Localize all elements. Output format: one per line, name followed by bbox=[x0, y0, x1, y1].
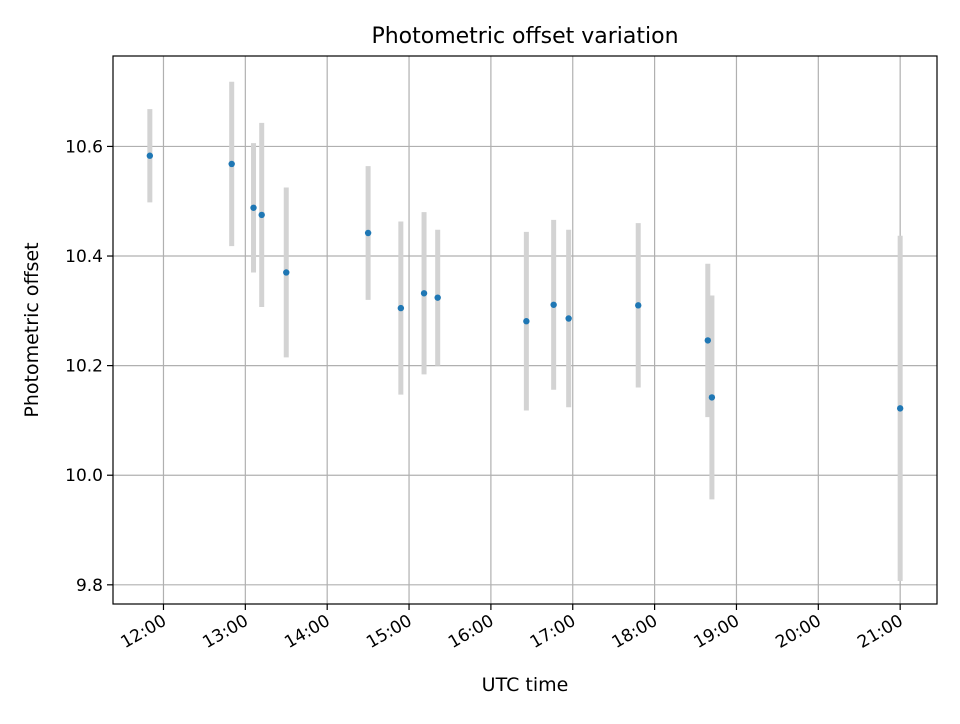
data-point bbox=[704, 337, 712, 344]
data-points bbox=[146, 152, 904, 412]
y-axis-ticks: 9.8 10.0 10.2 10.4 10.6 bbox=[65, 137, 113, 596]
data-point bbox=[550, 301, 557, 308]
data-point bbox=[146, 152, 154, 159]
x-axis-label: UTC time bbox=[482, 674, 569, 696]
y-tick-label: 9.8 bbox=[76, 576, 103, 596]
y-tick-label: 10.2 bbox=[65, 357, 103, 377]
data-point bbox=[896, 405, 904, 412]
data-point bbox=[523, 318, 530, 325]
data-point bbox=[228, 160, 235, 168]
data-point bbox=[565, 315, 572, 322]
data-point bbox=[434, 294, 441, 301]
y-axis-label: Photometric offset bbox=[21, 242, 43, 417]
plot-frame bbox=[112, 55, 938, 605]
data-point bbox=[708, 394, 716, 401]
data-point bbox=[635, 302, 642, 309]
chart-title: Photometric offset variation bbox=[371, 24, 678, 49]
data-point bbox=[364, 229, 372, 237]
y-tick-label: 10.6 bbox=[65, 137, 103, 157]
data-point bbox=[283, 269, 290, 276]
data-point bbox=[397, 304, 405, 312]
y-tick-label: 10.4 bbox=[65, 247, 103, 267]
data-point bbox=[250, 204, 257, 211]
y-tick-label: 10.0 bbox=[65, 466, 103, 486]
data-point bbox=[258, 211, 265, 219]
data-point bbox=[420, 290, 428, 297]
